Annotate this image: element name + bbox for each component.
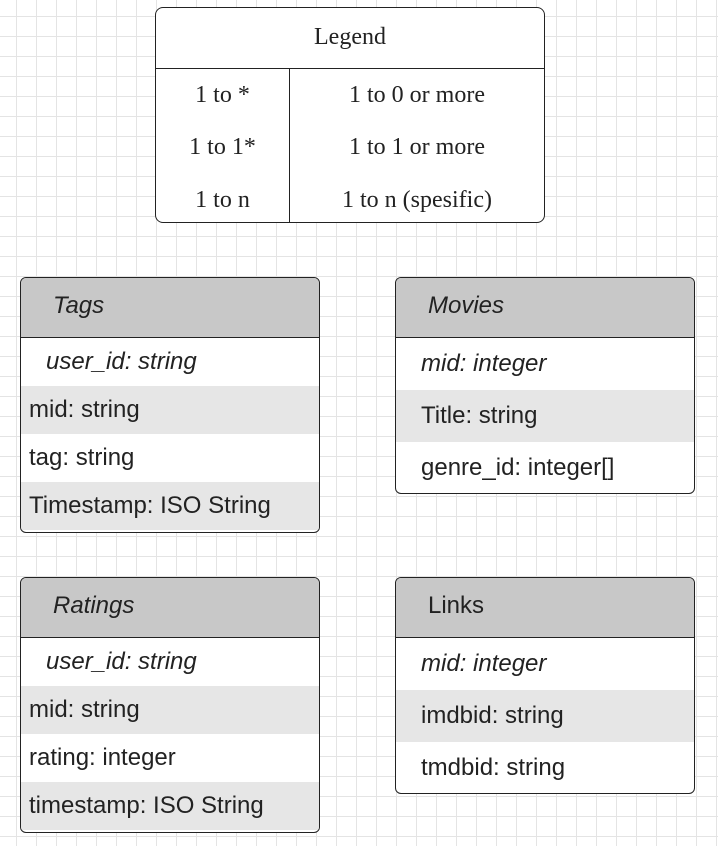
legend-divider	[289, 69, 290, 222]
field-row: imdbid: string	[396, 690, 694, 742]
entity-title: Movies	[396, 278, 694, 338]
field-row: mid: integer	[421, 350, 547, 377]
field-row: tag: string	[29, 444, 135, 471]
entity-tags[interactable]: Tags user_id: string mid: string tag: st…	[20, 277, 320, 533]
field-row: genre_id: integer[]	[421, 454, 615, 481]
field-row: mid: string	[21, 686, 319, 734]
legend-row: 1 to 1* 1 to 1 or more	[156, 132, 544, 162]
legend-key: 1 to n	[195, 187, 250, 213]
entity-title: Ratings	[21, 578, 319, 638]
legend-key: 1 to 1*	[189, 134, 256, 160]
legend-row: 1 to * 1 to 0 or more	[156, 80, 544, 110]
field-row: Title: string	[396, 390, 694, 442]
field-row: mid: integer	[421, 650, 547, 677]
legend-value: 1 to n (spesific)	[342, 187, 492, 213]
legend-value: 1 to 0 or more	[349, 82, 485, 108]
field-row: Timestamp: ISO String	[21, 482, 319, 530]
field-row: timestamp: ISO String	[21, 782, 319, 830]
entity-title: Tags	[21, 278, 319, 338]
legend-key: 1 to *	[195, 82, 250, 108]
legend-table: Legend 1 to * 1 to 0 or more 1 to 1* 1 t…	[155, 7, 545, 223]
field-row: user_id: string	[46, 348, 197, 375]
entity-links[interactable]: Links mid: integer imdbid: string tmdbid…	[395, 577, 695, 794]
field-row: user_id: string	[46, 648, 197, 675]
field-row: tmdbid: string	[421, 754, 566, 781]
legend-row: 1 to n 1 to n (spesific)	[156, 185, 544, 215]
legend-body: 1 to * 1 to 0 or more 1 to 1* 1 to 1 or …	[156, 69, 544, 222]
entity-title: Links	[396, 578, 694, 638]
entity-movies[interactable]: Movies mid: integer Title: string genre_…	[395, 277, 695, 494]
entity-ratings[interactable]: Ratings user_id: string mid: string rati…	[20, 577, 320, 833]
field-row: mid: string	[21, 386, 319, 434]
legend-value: 1 to 1 or more	[349, 134, 485, 160]
field-row: rating: integer	[29, 744, 176, 771]
legend-title: Legend	[156, 8, 544, 69]
